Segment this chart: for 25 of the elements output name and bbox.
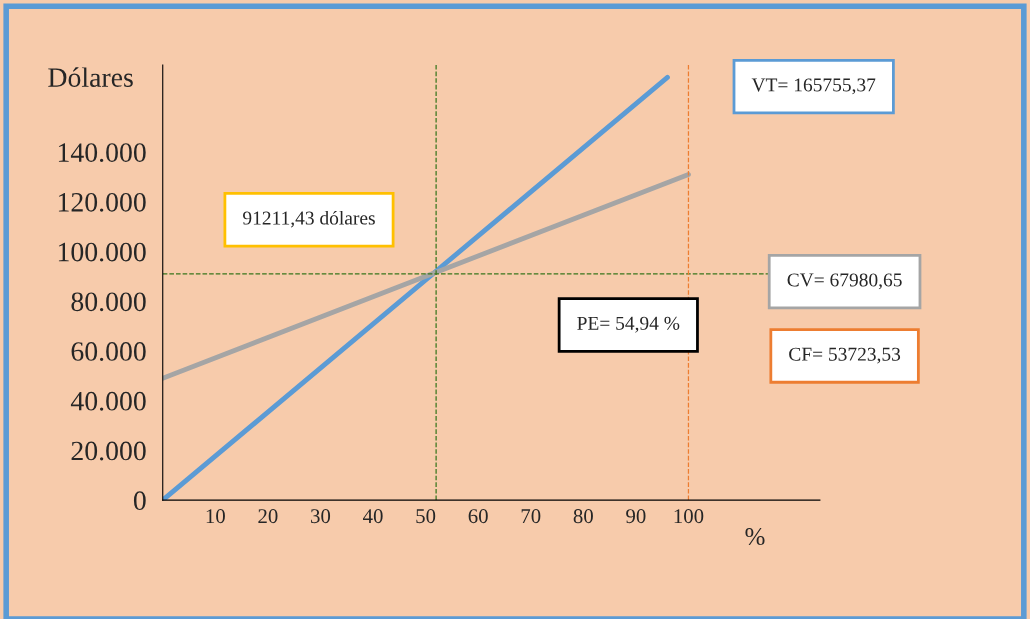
x-tick-label: 80 — [573, 509, 593, 524]
x-tick-label: 90 — [626, 509, 646, 524]
x-tick-label: 70 — [521, 509, 541, 524]
annotation: PE= 54,94 % — [577, 316, 680, 333]
y-tick-label: 100.000 — [58, 242, 146, 262]
x-tick-label: 20 — [258, 509, 278, 524]
annotation: CV= 67980,65 — [787, 273, 902, 290]
x-tick-label: 40 — [363, 509, 383, 524]
y-tick-label: 60.000 — [71, 342, 146, 361]
annotation: VT= 165755,37 — [751, 78, 876, 95]
annotation: 91211,43 dólares — [243, 210, 375, 228]
x-tick-label: 60 — [468, 509, 488, 524]
y-tick-label: 120.000 — [58, 192, 146, 212]
y-tick-label: 0 — [133, 491, 146, 511]
annotation: CF= 53723,53 — [789, 347, 901, 364]
x-tick-label: 50 — [416, 509, 436, 524]
y-tick-label: 140.000 — [58, 143, 146, 163]
x-tick-label: 30 — [311, 509, 331, 524]
x-tick-label: 100 — [674, 509, 704, 524]
y-tick-label: 40.000 — [70, 391, 146, 411]
y-tick-label: 20.000 — [71, 441, 146, 461]
x-tick-label: 10 — [206, 509, 225, 524]
y-tick-label: 80.000 — [71, 292, 146, 312]
x-axis-title: % — [745, 528, 765, 546]
y-axis-title: Dólares — [48, 67, 133, 87]
